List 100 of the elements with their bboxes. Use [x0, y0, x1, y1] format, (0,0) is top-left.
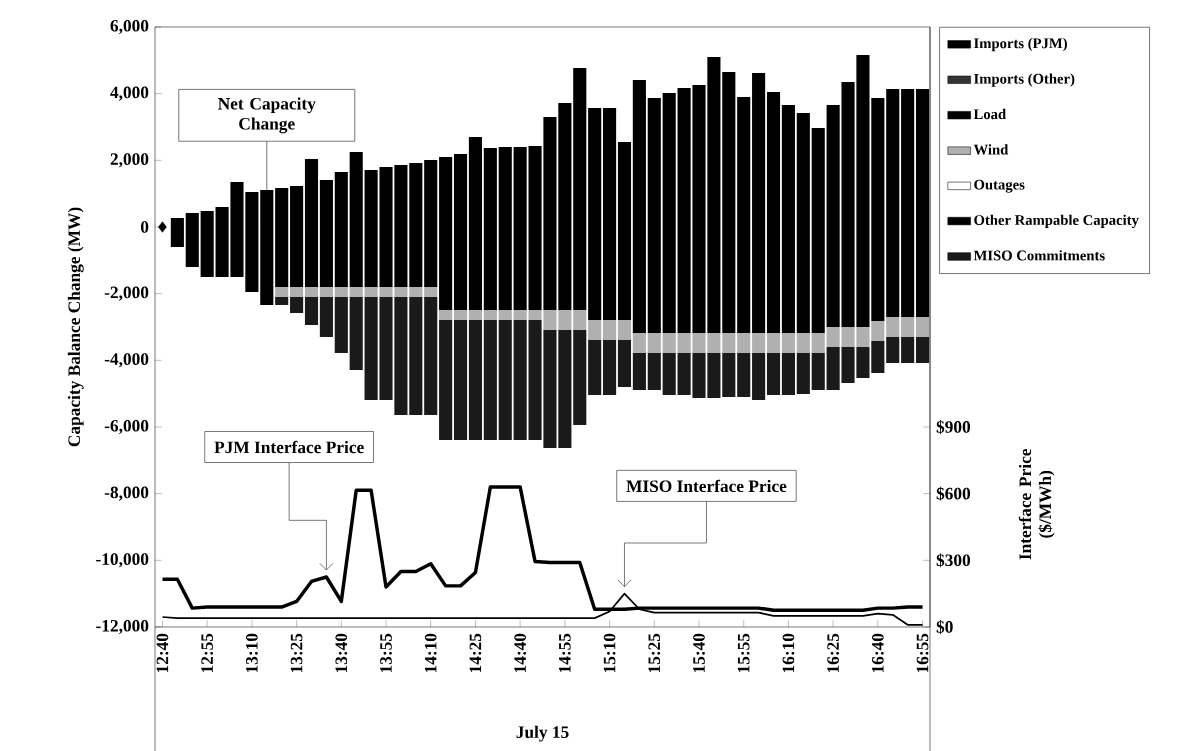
x-tick-label: 16:40 — [871, 633, 884, 673]
x-tick-label: 15:10 — [603, 633, 616, 673]
text: Net Capacity Change — [218, 97, 316, 134]
bar — [781, 333, 795, 353]
bar — [439, 320, 453, 440]
bar — [424, 287, 438, 297]
x-tick-label: 13:10 — [246, 633, 258, 673]
bar — [334, 287, 348, 297]
bar — [304, 287, 319, 297]
x-tick-label: 13:40 — [335, 633, 348, 673]
bar — [871, 341, 885, 373]
bar — [781, 353, 795, 395]
y-tick-label: 0 — [140, 221, 149, 233]
bar — [588, 340, 602, 395]
bar — [722, 333, 736, 353]
x-tick-label: 16:10 — [782, 633, 795, 673]
x-tick-label: 16:25 — [827, 633, 839, 673]
x-tick-label: 13:55 — [380, 633, 392, 673]
bar — [453, 310, 468, 320]
bar — [349, 287, 363, 297]
text: PJM Interface Price — [214, 440, 364, 454]
bar — [573, 310, 587, 330]
bar — [498, 310, 512, 320]
x-tick-label: 14:55 — [559, 633, 571, 673]
bar — [304, 297, 319, 325]
bar — [737, 353, 751, 397]
x-tick-label: 12:40 — [156, 633, 169, 673]
legend-label: Other Rampable Capacity — [974, 214, 1139, 229]
x-tick-label: 13:25 — [290, 633, 303, 673]
bar — [409, 297, 423, 415]
bar — [662, 353, 676, 395]
bar — [915, 317, 930, 337]
x-tick-label: 14:10 — [424, 633, 437, 673]
bar — [752, 333, 766, 353]
y2-tick-label: $600 — [936, 486, 971, 501]
bar — [811, 333, 825, 353]
x-tick-label: 15:40 — [693, 633, 705, 673]
y2-tick-label: $900 — [936, 420, 971, 434]
bar — [871, 321, 885, 341]
bar — [766, 353, 781, 395]
bar — [498, 320, 512, 440]
bar — [290, 287, 304, 297]
x-tick-label: 14:40 — [514, 633, 527, 673]
bar — [915, 337, 930, 363]
x-axis-title: July 15 — [516, 725, 569, 742]
bar — [588, 320, 602, 340]
legend-label: Imports (PJM) — [974, 37, 1067, 52]
bar — [424, 297, 438, 415]
y-tick-label: 6,000 — [110, 19, 149, 35]
bar — [349, 297, 363, 370]
y2-tick-label: $0 — [936, 620, 953, 634]
x-tick-label: 14:25 — [469, 633, 482, 673]
bar — [796, 353, 810, 394]
legend-label: Outages — [974, 179, 1025, 193]
bar — [766, 333, 781, 353]
bar — [409, 287, 423, 297]
y-tick-label: -10,000 — [96, 553, 149, 568]
bar — [662, 333, 676, 353]
bar — [439, 310, 453, 320]
legend-label: Wind — [973, 144, 1009, 155]
bar — [886, 317, 900, 337]
y2-tick-label: $300 — [936, 553, 971, 568]
bar — [901, 337, 915, 363]
bar — [647, 353, 661, 390]
bar — [722, 353, 736, 397]
bar — [319, 287, 333, 297]
bar — [752, 353, 766, 400]
bar — [737, 333, 751, 353]
bar — [573, 330, 587, 425]
bar — [483, 320, 497, 440]
bar — [453, 320, 468, 440]
bar — [275, 287, 289, 297]
y-tick-label: 4,000 — [110, 86, 149, 101]
x-tick-label: 12:55 — [201, 633, 214, 673]
y-axis-title: Capacity Balance Change (MW) — [67, 207, 84, 447]
x-tick-label: 16:55 — [916, 633, 929, 673]
legend-label: MISO Commitments — [973, 250, 1105, 261]
x-tick-label: 15:55 — [737, 633, 750, 673]
y-tick-label: -4,000 — [104, 353, 149, 368]
bar — [319, 297, 333, 337]
bar — [617, 340, 632, 387]
bar — [483, 310, 497, 320]
bar — [603, 340, 617, 395]
bar — [334, 297, 348, 353]
legend-label: Load — [973, 108, 1006, 120]
bar — [617, 320, 632, 340]
legend-label: Imports (Other) — [974, 73, 1075, 87]
y-tick-label: -6,000 — [104, 419, 149, 435]
bar — [468, 310, 482, 320]
y-tick-label: -8,000 — [104, 486, 149, 501]
bar — [632, 333, 646, 353]
bar — [796, 333, 810, 353]
y-tick-label: -2,000 — [104, 286, 149, 301]
bar — [647, 333, 661, 353]
y-tick-label: 2,000 — [110, 153, 149, 168]
x-tick-label: 15:25 — [648, 633, 661, 673]
bar — [275, 297, 289, 305]
bar — [632, 353, 646, 390]
bar — [603, 320, 617, 340]
bar — [886, 337, 900, 363]
